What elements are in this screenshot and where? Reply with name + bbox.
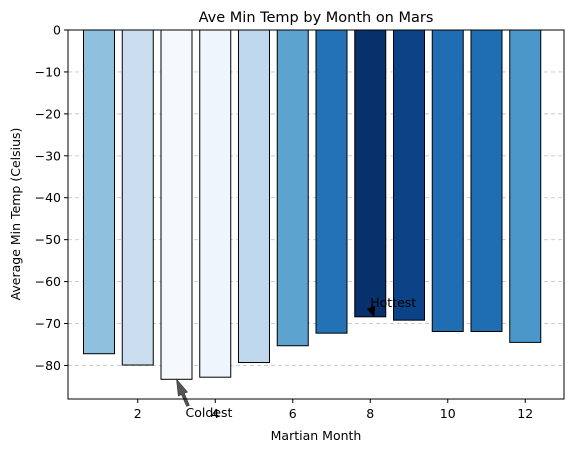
y-tick-label: −60: [35, 274, 61, 289]
y-tick-label: −70: [35, 316, 61, 331]
bar-month-1: [83, 29, 115, 355]
x-tick-label: 2: [134, 406, 142, 421]
y-axis-ticks: 0 −10 −20 −30 −40 −50 −60 −70 −80: [35, 23, 68, 373]
bar-month-8: [354, 29, 387, 318]
bar-month-9: [393, 29, 425, 321]
bar-month-3: [160, 29, 193, 380]
x-axis-label: Martian Month: [271, 428, 362, 443]
x-tick-label: 12: [517, 406, 533, 421]
annotation-arrow-coldest: [176, 378, 190, 407]
bar-month-2: [121, 29, 154, 366]
x-tick-label: 4: [211, 406, 219, 421]
y-tick-label: −80: [35, 358, 61, 373]
bar-month-12: [509, 29, 542, 343]
bar-month-7: [315, 29, 348, 334]
annotation-label-hottest: Hottest: [370, 295, 416, 310]
annotations-group: Coldest Hottest: [176, 295, 416, 420]
bars-group: [83, 29, 542, 380]
y-axis-label: Average Min Temp (Celsius): [8, 128, 23, 301]
annotation-arrow-line-hottest: [371, 303, 375, 317]
bar-month-10: [431, 29, 464, 332]
y-tick-label: −50: [35, 232, 61, 247]
y-tick-label: −30: [35, 148, 61, 163]
x-tick-label: 10: [440, 406, 456, 421]
bar-month-6: [276, 29, 309, 347]
y-tick-label: 0: [53, 23, 61, 38]
bar-month-11: [470, 29, 503, 332]
annotation-label-coldest: Coldest: [186, 405, 233, 420]
x-axis-ticks: 2 4 6 8 10 12: [134, 399, 533, 421]
y-tick-label: −40: [35, 190, 61, 205]
bar-month-5: [238, 29, 270, 364]
x-tick-label: 8: [366, 406, 374, 421]
y-tick-label: −10: [35, 64, 61, 79]
y-tick-label: −20: [35, 106, 61, 121]
x-tick-label: 6: [289, 406, 297, 421]
plot-frame: [67, 29, 565, 400]
bar-month-4: [199, 29, 232, 378]
chart-title: Ave Min Temp by Month on Mars: [199, 10, 434, 26]
